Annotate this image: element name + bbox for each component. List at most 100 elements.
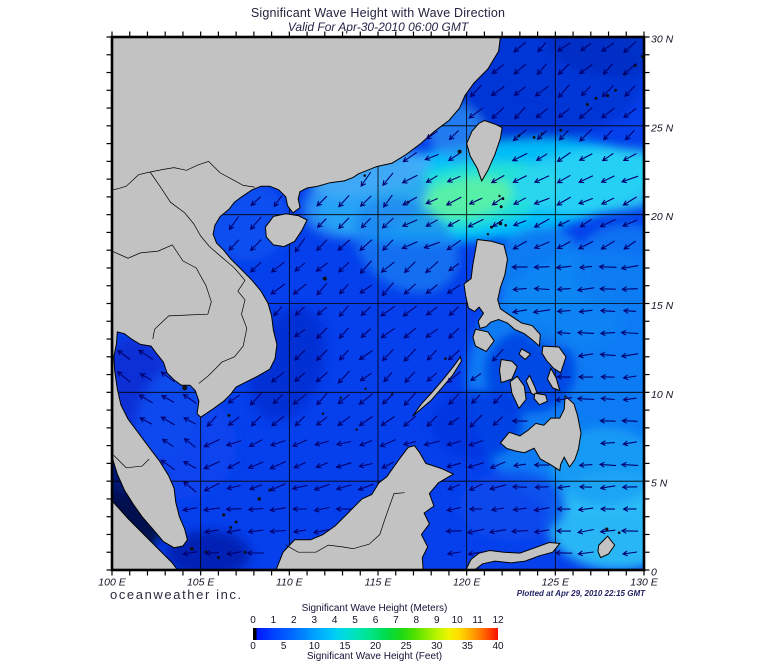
wave-arrow — [203, 438, 220, 448]
feet-tick-label: 0 — [250, 641, 256, 652]
lon-label: 110 E — [276, 577, 304, 589]
wave-arrow — [578, 64, 593, 75]
wave-arrow — [316, 282, 328, 296]
meters-tick-label: 10 — [451, 615, 463, 626]
wave-arrow — [357, 483, 374, 492]
wave-arrow — [556, 506, 571, 512]
wave-arrow — [249, 392, 262, 406]
country-border — [112, 244, 212, 340]
wave-arrow — [511, 484, 528, 490]
wave-arrow — [468, 506, 483, 512]
wave-arrow — [512, 286, 527, 293]
wave-arrow — [446, 506, 461, 513]
wave-arrow — [556, 286, 571, 292]
wave-arrow — [426, 415, 438, 428]
wave-arrow — [269, 506, 286, 513]
wave-arrow — [225, 506, 242, 512]
wave-arrow — [578, 264, 593, 271]
wave-arrow — [448, 327, 460, 339]
wave-arrow — [445, 196, 462, 206]
degree-ticks — [106, 31, 650, 576]
wave-arrow — [226, 484, 241, 491]
wave-arrow — [401, 174, 418, 184]
wave-arrow — [600, 395, 615, 402]
wave-arrow — [228, 239, 240, 252]
wave-arrow — [337, 416, 351, 427]
wave-arrow — [533, 462, 550, 468]
wave-arrow — [556, 374, 571, 380]
wave-arrow — [383, 372, 393, 383]
wave-arrow — [621, 484, 638, 490]
wave-arrow — [137, 349, 154, 361]
wave-arrow — [448, 393, 460, 406]
wave-arrow — [537, 42, 547, 53]
wave-arrow — [338, 305, 349, 318]
wave-arrow — [622, 440, 637, 447]
wave-arrow — [313, 506, 330, 513]
wave-arrow — [337, 370, 351, 384]
small-island — [605, 527, 609, 531]
wave-arrow — [273, 195, 283, 208]
wave-arrow — [447, 153, 460, 162]
wave-arrow — [271, 415, 285, 427]
wave-arrow — [468, 440, 483, 447]
wave-arrow — [183, 437, 196, 448]
wave-arrow — [580, 86, 591, 97]
wave-arrow — [621, 550, 638, 557]
landmass-sulawesi — [465, 541, 561, 570]
wave-arrow — [535, 107, 549, 119]
wave-arrow — [116, 371, 131, 383]
small-island — [594, 96, 598, 100]
wave-arrow — [556, 152, 571, 163]
wave-arrow — [291, 439, 308, 448]
wave-arrow — [338, 217, 350, 230]
wave-arrow — [139, 417, 153, 425]
wave-height-patch — [512, 148, 644, 214]
meters-tick-label: 1 — [270, 615, 277, 626]
wave-arrow — [292, 393, 307, 405]
wave-arrow — [250, 196, 262, 207]
landmass-panay — [498, 358, 518, 384]
landmass-mindoro — [472, 328, 495, 353]
wave-arrow — [248, 439, 263, 447]
wave-arrow — [446, 440, 461, 447]
wave-arrow — [533, 218, 550, 228]
wave-arrow — [335, 440, 352, 447]
small-island — [498, 194, 501, 198]
wave-arrow — [600, 240, 615, 250]
wave-height-patch — [459, 470, 566, 542]
landmass-bohol — [533, 392, 549, 406]
wave-arrow — [360, 218, 371, 229]
wave-arrow — [270, 283, 286, 295]
small-island — [227, 413, 231, 417]
wave-arrow — [576, 395, 595, 402]
wave-arrow — [446, 371, 461, 384]
wave-arrow — [489, 461, 506, 470]
wave-arrow — [512, 462, 527, 469]
wave-arrow — [555, 264, 572, 271]
wave-arrow — [383, 194, 393, 208]
wave-arrow — [358, 416, 373, 427]
feet-tick-label: 15 — [339, 641, 351, 652]
wave-arrow — [510, 528, 529, 535]
wave-arrow — [247, 506, 264, 513]
wave-arrow — [228, 216, 240, 231]
wave-arrow — [314, 440, 329, 447]
wave-arrow — [337, 239, 351, 251]
wave-arrow — [335, 462, 352, 469]
wave-arrow — [425, 197, 438, 205]
small-island — [363, 174, 367, 177]
wave-arrow — [272, 394, 283, 405]
wave-arrow — [624, 85, 636, 98]
meters-tick-label: 8 — [413, 615, 420, 626]
wave-arrow — [381, 461, 395, 469]
wave-arrow — [315, 416, 328, 426]
wave-arrow — [578, 308, 593, 315]
wave-arrow — [470, 394, 481, 405]
lon-label: 100 E — [98, 577, 126, 589]
landmass-taiwan — [466, 119, 503, 183]
wave-arrow — [620, 264, 639, 271]
wave-arrow — [620, 528, 639, 534]
wave-arrow — [446, 550, 461, 557]
wave-direction-arrows — [116, 41, 639, 557]
